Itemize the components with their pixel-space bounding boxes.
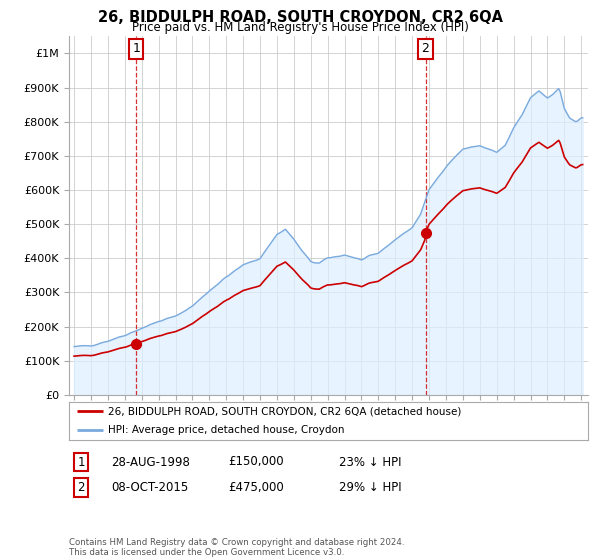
Text: £475,000: £475,000 [228,480,284,494]
Text: 1: 1 [132,43,140,55]
Text: 26, BIDDULPH ROAD, SOUTH CROYDON, CR2 6QA (detached house): 26, BIDDULPH ROAD, SOUTH CROYDON, CR2 6Q… [108,406,461,416]
Text: HPI: Average price, detached house, Croydon: HPI: Average price, detached house, Croy… [108,425,344,435]
Text: 23% ↓ HPI: 23% ↓ HPI [339,455,401,469]
Text: 2: 2 [77,480,85,494]
Text: 2: 2 [422,43,430,55]
Text: 28-AUG-1998: 28-AUG-1998 [111,455,190,469]
Text: Contains HM Land Registry data © Crown copyright and database right 2024.
This d: Contains HM Land Registry data © Crown c… [69,538,404,557]
Text: Price paid vs. HM Land Registry's House Price Index (HPI): Price paid vs. HM Land Registry's House … [131,21,469,34]
Text: 1: 1 [77,455,85,469]
Text: 29% ↓ HPI: 29% ↓ HPI [339,480,401,494]
Text: 26, BIDDULPH ROAD, SOUTH CROYDON, CR2 6QA: 26, BIDDULPH ROAD, SOUTH CROYDON, CR2 6Q… [97,10,503,25]
Text: 08-OCT-2015: 08-OCT-2015 [111,480,188,494]
Text: £150,000: £150,000 [228,455,284,469]
